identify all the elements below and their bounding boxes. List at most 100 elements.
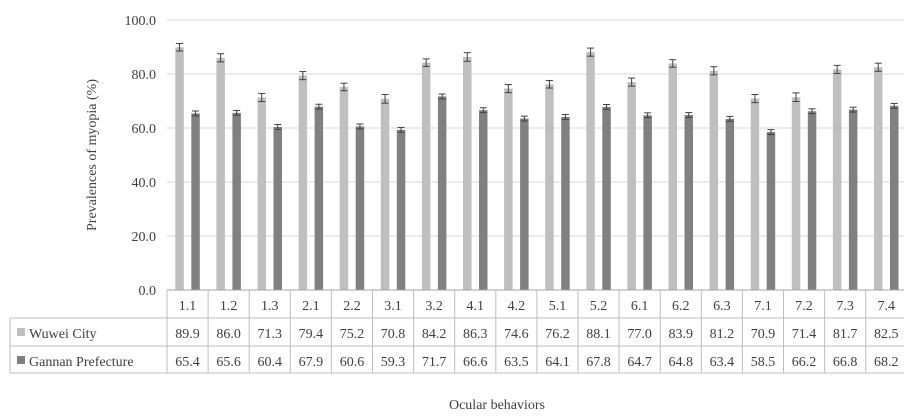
bar-wuwei xyxy=(545,84,554,290)
y-tick-label: 80.0 xyxy=(132,68,157,83)
bar-wuwei xyxy=(463,56,472,290)
y-tick-label: 60.0 xyxy=(132,122,157,137)
bar-wuwei xyxy=(298,75,308,291)
bar-gannan xyxy=(273,126,282,290)
data-label: 63.5 xyxy=(504,355,529,370)
bar-gannan xyxy=(355,126,365,290)
bar-gannan xyxy=(807,111,817,290)
data-label: 74.6 xyxy=(504,327,529,342)
category-label: 2.2 xyxy=(343,299,361,314)
category-label: 3.1 xyxy=(384,299,402,314)
data-label: 76.2 xyxy=(545,327,570,342)
data-label: 67.8 xyxy=(586,355,611,370)
bar-wuwei xyxy=(668,63,677,290)
bar-wuwei xyxy=(586,52,595,290)
bar-wuwei xyxy=(504,88,513,290)
bar-gannan xyxy=(437,96,447,290)
data-label: 71.4 xyxy=(792,327,817,342)
data-label: 70.9 xyxy=(751,327,776,342)
data-label: 71.7 xyxy=(422,355,447,370)
bar-gannan xyxy=(725,118,735,290)
bar-gannan xyxy=(520,118,529,290)
data-label: 82.5 xyxy=(874,327,899,342)
data-label: 66.6 xyxy=(463,355,488,370)
data-label: 81.7 xyxy=(833,327,858,342)
data-label: 81.2 xyxy=(710,327,735,342)
bar-gannan xyxy=(602,106,611,290)
y-tick-label: 0.0 xyxy=(139,284,157,299)
y-axis-ticks: 0.0 20.0 40.0 60.0 80.0 100.0 xyxy=(125,14,157,299)
data-label: 86.0 xyxy=(216,327,241,342)
error-bars xyxy=(176,42,898,135)
bar-wuwei xyxy=(709,70,719,290)
data-label: 88.1 xyxy=(586,327,611,342)
data-label: 64.1 xyxy=(545,355,570,370)
y-tick-label: 20.0 xyxy=(132,230,157,245)
category-label: 3.2 xyxy=(425,299,443,314)
bar-wuwei xyxy=(257,97,266,291)
data-label: 64.7 xyxy=(627,355,652,370)
bar-wuwei xyxy=(832,69,842,290)
category-label: 7.2 xyxy=(795,299,813,314)
x-axis-label: Ocular behaviors xyxy=(449,398,545,413)
data-label: 66.2 xyxy=(792,355,817,370)
bar-gannan xyxy=(561,116,570,291)
data-label: 86.3 xyxy=(463,327,488,342)
data-label: 65.6 xyxy=(216,355,241,370)
data-label: 58.5 xyxy=(751,355,776,370)
bar-wuwei xyxy=(627,82,636,290)
bar-gannan xyxy=(643,115,652,290)
bar-gannan xyxy=(396,129,406,290)
bar-wuwei xyxy=(750,98,760,290)
category-label: 7.4 xyxy=(878,299,896,314)
bar-gannan xyxy=(479,110,488,291)
category-label: 2.1 xyxy=(302,299,320,314)
bar-wuwei xyxy=(380,98,390,290)
data-label: 71.3 xyxy=(258,327,283,342)
bar-gannan xyxy=(314,106,324,290)
data-label: 77.0 xyxy=(627,327,652,342)
data-label: 60.4 xyxy=(258,355,283,370)
bar-wuwei xyxy=(791,97,801,290)
data-label: 60.6 xyxy=(340,355,365,370)
gridlines xyxy=(167,19,904,237)
y-tick-label: 100.0 xyxy=(125,14,157,29)
category-label: 7.1 xyxy=(754,299,772,314)
data-label: 65.4 xyxy=(175,355,200,370)
bar-gannan xyxy=(848,109,858,290)
bar-gannan xyxy=(766,132,776,290)
bar-wuwei xyxy=(216,57,225,290)
data-label: 83.9 xyxy=(669,327,694,342)
bar-gannan xyxy=(232,112,241,290)
category-label: 6.2 xyxy=(672,299,690,314)
category-label: 1.3 xyxy=(261,299,279,314)
data-label: 84.2 xyxy=(422,327,447,342)
category-label: 5.2 xyxy=(590,299,608,314)
legend-swatch xyxy=(17,328,25,336)
bars xyxy=(175,47,899,291)
y-tick-label: 40.0 xyxy=(132,176,157,191)
data-label: 70.8 xyxy=(381,327,406,342)
bar-gannan xyxy=(684,115,693,290)
bar-gannan xyxy=(191,113,200,290)
data-label: 75.2 xyxy=(340,327,365,342)
y-axis-label: Prevalences of myopia (%) xyxy=(85,79,100,231)
category-label: 1.1 xyxy=(179,299,197,314)
category-label: 1.2 xyxy=(220,299,238,314)
bar-wuwei xyxy=(339,86,349,291)
bar-wuwei xyxy=(874,67,883,290)
bar-wuwei xyxy=(175,47,184,290)
bar-gannan xyxy=(890,105,899,290)
category-label: 4.2 xyxy=(508,299,526,314)
data-label: 89.9 xyxy=(175,327,200,342)
legend-label: Gannan Prefecture xyxy=(29,355,134,370)
data-label: 67.9 xyxy=(299,355,324,370)
category-label: 6.1 xyxy=(631,299,649,314)
legend-swatch xyxy=(17,356,25,364)
data-label: 79.4 xyxy=(299,327,324,342)
data-label: 59.3 xyxy=(381,355,406,370)
data-table: 1.1 1.2 1.3 2.1 2.2 3.1 3.2 4.1 4.2 5.1 5.2 6.1 6.2 6… xyxy=(9,289,904,374)
data-label: 66.8 xyxy=(833,355,858,370)
data-label: 68.2 xyxy=(874,355,899,370)
